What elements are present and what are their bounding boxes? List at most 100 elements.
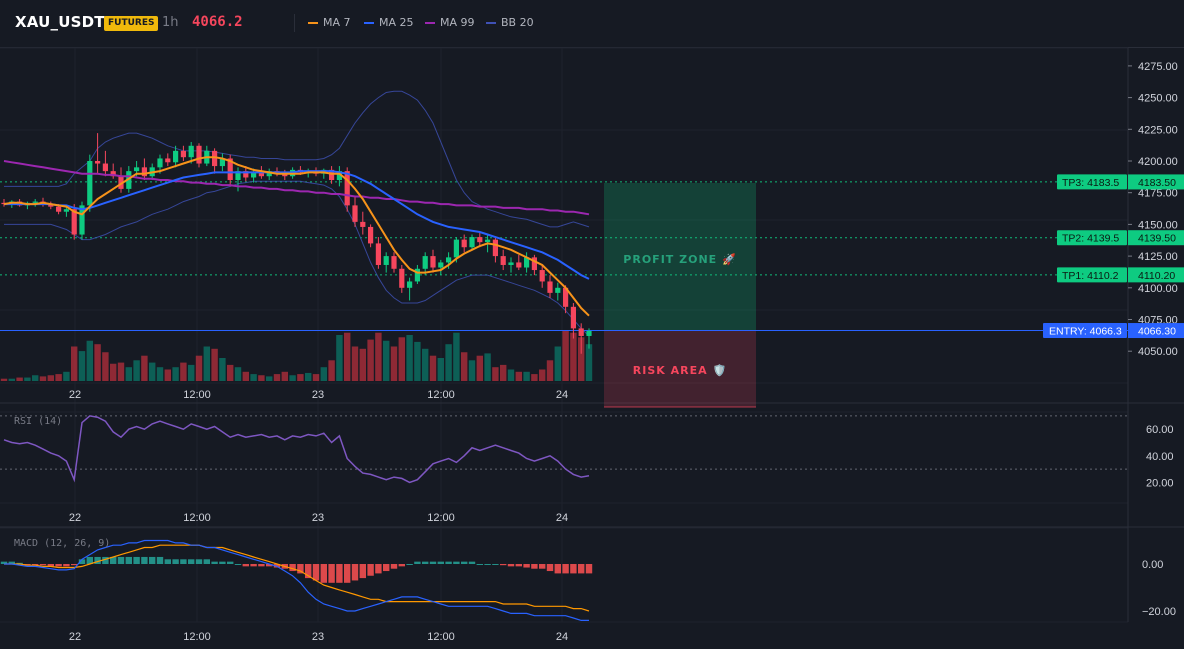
macd-line <box>4 539 589 621</box>
candle-body <box>251 172 257 178</box>
volume-bar <box>24 377 31 381</box>
macd-histogram-bar <box>266 564 273 567</box>
candle-body <box>446 257 452 263</box>
macd-histogram-bar <box>102 556 109 564</box>
volume-bar <box>523 371 530 381</box>
candle-body <box>570 306 576 329</box>
header-divider <box>294 14 295 32</box>
target-value-label: 4139.50 <box>1138 233 1176 245</box>
volume-bar <box>219 358 226 381</box>
candle-body <box>422 256 428 269</box>
bb-upper-line <box>4 90 590 228</box>
candle-body <box>399 268 405 288</box>
macd-histogram-bar <box>94 556 101 564</box>
volume-bar <box>554 346 561 381</box>
volume-bar <box>468 360 476 381</box>
legend-bb20[interactable]: BB 20 <box>486 16 534 29</box>
volume-bar <box>484 353 491 381</box>
volume-bar <box>336 335 343 381</box>
candle-body <box>407 281 413 288</box>
volume-bar <box>492 367 499 381</box>
candle-body <box>87 161 93 206</box>
macd-histogram-bar <box>437 561 444 564</box>
volume-bar <box>133 360 140 381</box>
legend-ma99[interactable]: MA 99 <box>425 16 475 29</box>
time-tick-label: 12:00 <box>427 512 455 524</box>
volume-bar <box>390 346 398 381</box>
symbol-name[interactable]: XAU_USDT <box>15 13 105 31</box>
volume-bar <box>515 371 522 381</box>
candle-body <box>32 201 38 203</box>
volume-bar <box>367 339 374 381</box>
candle-body <box>48 204 54 207</box>
candle-body <box>368 226 374 244</box>
time-tick-label: 12:00 <box>183 631 211 643</box>
macd-histogram-bar <box>500 564 507 566</box>
time-tick-label: 22 <box>69 512 81 524</box>
target-value-label: 4183.50 <box>1138 177 1176 189</box>
macd-tick-label: −20.00 <box>1142 606 1176 618</box>
candle-body <box>329 169 335 181</box>
macd-histogram-bar <box>359 564 366 579</box>
volume-bar <box>180 362 187 381</box>
volume-bar <box>39 376 47 381</box>
volume-bar <box>437 358 444 381</box>
ma25-swatch <box>364 22 374 24</box>
timeframe-label[interactable]: 1h <box>162 15 179 30</box>
macd-histogram-bar <box>562 564 569 574</box>
macd-histogram-bar <box>453 561 460 564</box>
candle-body <box>102 163 108 172</box>
legend-ma25[interactable]: MA 25 <box>364 16 414 29</box>
volume-bars <box>0 330 593 381</box>
volume-bar <box>156 367 164 381</box>
candle-body <box>375 243 381 265</box>
volume-bar <box>86 340 93 381</box>
ma7-swatch <box>308 22 318 24</box>
target-tag-label: TP2: 4139.5 <box>1062 233 1119 245</box>
candle-body <box>461 239 467 248</box>
volume-bar <box>570 332 577 381</box>
candle-body <box>56 206 62 212</box>
time-tick-label: 12:00 <box>183 389 211 401</box>
volume-bar <box>47 375 54 381</box>
price-tick-label: 4050.00 <box>1138 346 1178 358</box>
rsi-pane[interactable]: 60.00 40.00 20.00 <box>0 415 1174 490</box>
macd-histogram-bar <box>531 564 538 569</box>
volume-bar <box>0 378 8 381</box>
time-tick-label: 12:00 <box>183 512 211 524</box>
rsi-line <box>3 415 590 484</box>
candle-body <box>360 221 366 227</box>
target-value-bg <box>1128 267 1184 283</box>
macd-histogram-bar <box>8 561 15 564</box>
legend-ma7[interactable]: MA 7 <box>308 16 351 29</box>
candle-body <box>282 173 288 177</box>
macd-histogram-bar <box>390 564 398 569</box>
macd-pane[interactable]: 0.00 −20.00 <box>0 539 1176 621</box>
volume-bar <box>242 371 249 381</box>
volume-bar <box>500 364 507 381</box>
candle-body <box>79 205 85 235</box>
candle-body <box>391 256 397 269</box>
price-axis[interactable]: 4275.00 4250.00 4225.00 4200.00 4175.00 4150.… <box>1128 61 1178 358</box>
macd-histogram-bar <box>468 561 476 564</box>
macd-histogram-bar <box>242 564 249 567</box>
candle-body <box>477 237 483 243</box>
candle-body <box>95 161 101 164</box>
candle-body <box>110 171 116 177</box>
candle-body <box>165 158 171 163</box>
macd-histogram-bar <box>484 564 491 565</box>
macd-histogram-bar <box>312 564 320 581</box>
time-tick-label: 22 <box>69 631 81 643</box>
legend-bb20-label: BB 20 <box>501 16 534 29</box>
volume-bar <box>531 374 538 381</box>
ma25-line <box>4 170 590 280</box>
macd-histogram-bar <box>78 559 86 564</box>
volume-bar <box>578 337 585 381</box>
rsi-label: RSI (14) <box>14 416 62 427</box>
price-tick-label: 4200.00 <box>1138 156 1178 168</box>
macd-histogram-bar <box>305 564 312 579</box>
volume-bar <box>429 355 437 381</box>
rsi-tick-label: 20.00 <box>1146 477 1174 489</box>
volume-bar <box>195 355 203 381</box>
